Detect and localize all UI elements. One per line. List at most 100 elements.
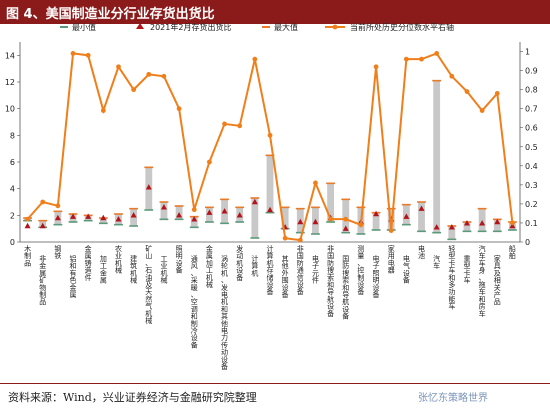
category-label: 农业机械: [115, 244, 122, 275]
current-marker: [373, 210, 380, 217]
category-label: 汽车车身、拖车和房车: [479, 244, 486, 318]
percentile-point: [494, 91, 500, 96]
legend-min-label: 最小值: [72, 22, 96, 32]
y-left-tick-label: 12: [5, 78, 15, 87]
range-bar: [448, 226, 456, 240]
y-right-tick-label: 0.7: [525, 105, 538, 114]
percentile-point: [55, 203, 61, 209]
y-left-tick-label: 0: [10, 238, 15, 247]
y-left-tick-label: 8: [10, 131, 15, 140]
current-marker: [312, 218, 319, 225]
percentile-point: [267, 132, 273, 138]
percentile-point: [100, 108, 106, 113]
percentile-point: [297, 237, 303, 243]
category-label: 家用电器: [388, 244, 395, 275]
category-label: 通风、采暖、空调和制冷设备: [191, 254, 198, 349]
range-bar: [160, 202, 168, 220]
y-right-tick-label: 0.5: [525, 143, 538, 152]
percentile-point: [161, 73, 167, 79]
category-label: 计算机存储设备: [267, 244, 274, 296]
chart-area: 0 2 4 6 8 10 12 14 0 0.1 0.2 0.3 0.4 0.5 0.6 0.7 0.8 0.9 1…: [5, 22, 538, 371]
legend-current-swatch: [136, 23, 144, 29]
y-left-tick-label: 4: [10, 185, 15, 194]
y-right-tick-label: 0.2: [525, 200, 538, 209]
percentile-point: [222, 121, 227, 127]
y-left-tick-label: 2: [10, 211, 15, 220]
range-bar: [342, 199, 350, 233]
current-marker: [39, 222, 46, 229]
category-label: 铝和有色金属: [70, 254, 77, 299]
current-marker: [267, 206, 273, 213]
current-marker: [206, 209, 213, 215]
y-right-tick-label: 0.6: [525, 124, 538, 133]
range-bar: [463, 222, 471, 232]
percentile-point: [85, 52, 91, 58]
current-marker: [433, 224, 440, 230]
category-label: 木制品: [24, 244, 31, 267]
range-bar: [372, 212, 380, 230]
current-marker: [509, 222, 516, 229]
percentile-point: [282, 235, 288, 241]
y-left-tick-label: 14: [5, 51, 15, 60]
percentile-point: [358, 222, 364, 228]
range-bar: [190, 216, 198, 228]
y-left-tick-label: 6: [10, 158, 15, 167]
category-label: 电子照明设备: [373, 254, 380, 299]
watermark-text: 张忆东策略世界: [418, 393, 488, 404]
y-right-tick-label: 0.3: [525, 181, 538, 190]
category-label: 计算机: [251, 254, 258, 277]
percentile-point: [373, 64, 379, 70]
current-marker: [176, 212, 183, 218]
current-marker: [100, 214, 107, 221]
range-bar: [433, 80, 441, 233]
percentile-point: [70, 51, 76, 56]
y-right-tick-label: 0.1: [525, 219, 538, 228]
current-marker: [145, 184, 152, 190]
category-label: 轻型卡车和多功能车: [448, 244, 455, 311]
y-right-tick-label: 0: [525, 238, 530, 247]
category-label: 建筑机械: [130, 254, 137, 285]
percentile-point: [403, 56, 409, 62]
percentile-point: [206, 159, 212, 165]
legend-current-label: 2021年2月存货出货比: [150, 22, 231, 32]
percentile-point: [191, 207, 197, 213]
legend-max-label: 最大值: [274, 22, 298, 32]
current-marker: [479, 220, 486, 226]
current-marker: [130, 212, 137, 218]
y-right-tick-label: 0.4: [525, 162, 538, 171]
figure-title: 图 4、美国制造业分行业存货出货比: [6, 7, 215, 22]
category-label: 测量、控制设备: [357, 245, 364, 296]
current-marker: [494, 218, 501, 225]
current-marker: [160, 204, 167, 210]
percentile-point: [252, 56, 258, 62]
range-bar: [493, 219, 501, 232]
category-label: 涡轮机、发电机和其他电力传动设备: [221, 254, 228, 371]
percentile-point: [116, 64, 121, 70]
category-label: 电子元件: [312, 254, 319, 285]
category-label: 金属加工机械: [206, 244, 213, 289]
percentile-point: [146, 71, 152, 77]
y-left-tick-label: 10: [5, 105, 15, 114]
current-marker: [297, 218, 304, 225]
percentile-point: [479, 108, 485, 113]
category-label: 电气设备: [403, 254, 410, 285]
percentile-point: [131, 87, 137, 93]
percentile-point: [419, 56, 424, 62]
percentile-point: [434, 51, 440, 56]
figure-title-bar: 图 4、美国制造业分行业存货出货比: [0, 0, 550, 24]
category-label: 非国防通信设备: [297, 244, 304, 296]
current-marker: [448, 224, 455, 230]
legend-percentile-point: [332, 24, 338, 30]
category-label: 照明设备: [176, 245, 183, 275]
percentile-point: [343, 216, 349, 222]
category-label: 国防搜索和导航设备: [342, 255, 349, 321]
range-bar: [251, 198, 259, 238]
category-label: 工业机械: [160, 255, 167, 285]
percentile-point: [328, 216, 334, 222]
category-label: 发动机设备: [236, 244, 243, 282]
range-bar: [266, 155, 274, 213]
current-marker: [463, 220, 470, 226]
category-label: 家具及相关产品: [494, 254, 501, 306]
range-bar: [99, 218, 107, 224]
percentile-point: [449, 73, 455, 79]
